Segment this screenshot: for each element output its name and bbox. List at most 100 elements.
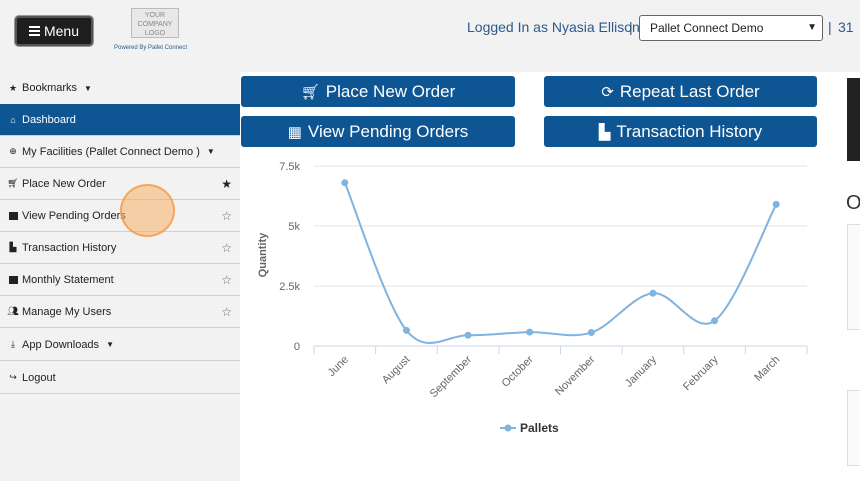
sidebar-item-label: Dashboard [22,113,76,126]
users-icon: 👥︎ [7,306,19,316]
sidebar-item-view-pending-orders[interactable]: View Pending Orders ☆ [0,200,240,232]
caret-down-icon: ▼ [84,83,92,93]
powered-by-text: Powered By Pallet Connect [114,45,188,51]
facility-select[interactable]: Pallet Connect Demo ▼ [639,15,823,41]
caret-down-icon: ▼ [106,340,114,349]
legend-label: Pallets [520,421,559,435]
data-point [587,329,595,337]
bookmark-star-icon[interactable]: ☆ [221,208,232,223]
repeat-last-order-button[interactable]: ⟳ Repeat Last Order [544,76,817,107]
view-pending-orders-label: View Pending Orders [307,121,469,141]
x-tick-label: September [428,353,475,400]
y-axis-ticks: 0 2.5k 5k 7.5k [279,161,300,353]
x-tick-label: January [623,353,660,390]
bookmark-star-icon[interactable]: ☆ [221,304,232,319]
table-icon: ▦ [287,123,302,141]
sidebar-item-label: Transaction History [22,241,117,254]
chart-legend[interactable]: Pallets [500,421,559,435]
legend-marker [504,424,512,432]
transaction-history-label: Transaction History [616,121,763,141]
bar-chart-icon: ▙ [9,242,17,252]
sidebar-item-label: Manage My Users [22,305,112,318]
hamburger-icon [28,24,40,38]
sidebar-item-label: Logout [22,371,56,384]
header-separator: | [629,19,633,35]
data-point [711,317,719,325]
place-new-order-button[interactable]: 🛒︎ Place New Order [241,76,515,107]
x-tick-label: February [681,353,721,393]
sidebar-item-label: My Facilities (Pallet Connect Demo ) [22,145,200,158]
globe-icon: ⊕ [9,146,17,156]
header-number: 31 [838,19,854,35]
pallets-line-chart: 0 2.5k 5k 7.5k June August September October No… [257,161,808,435]
sidebar-item-label: Monthly Statement [22,273,114,286]
top-header: Menu YOUR COMPANY LOGO Powered By Pallet… [0,0,860,72]
cart-icon: 🛒︎ [300,83,320,101]
data-point [341,179,349,187]
x-tick-label: March [752,354,782,384]
download-icon: ⤓ [11,339,15,349]
data-point [649,289,657,297]
header-separator-2: | [828,19,832,35]
x-axis-labels: June August September October November Januar… [326,353,783,400]
sidebar-item-my-facilities[interactable]: ⊕ My Facilities (Pallet Connect Demo ) ▼ [0,136,240,168]
logout-icon: ↪ [9,372,17,382]
bookmark-star-filled-icon[interactable]: ★ [221,176,232,191]
sidebar-item-bookmarks[interactable]: ★ Bookmarks ▼ [0,72,240,104]
place-new-order-label: Place New Order [325,81,456,101]
company-logo[interactable]: YOUR COMPANY LOGO [131,8,179,38]
right-dark-panel [847,78,860,161]
series-line-pallets [343,182,778,344]
data-point [464,331,472,339]
sidebar-item-app-downloads[interactable]: ⤓ App Downloads ▼ [0,329,240,361]
y-tick-label: 5k [288,221,300,233]
y-tick-label: 7.5k [279,161,300,173]
transaction-history-button[interactable]: ▙ Transaction History [544,116,817,147]
sidebar-item-label: View Pending Orders [22,209,126,222]
y-tick-label: 0 [294,341,300,353]
y-tick-label: 2.5k [279,281,300,293]
bar-chart-icon: ▙ [598,123,611,141]
view-pending-orders-button[interactable]: ▦ View Pending Orders [241,116,515,147]
right-partial-heading: O [846,192,860,214]
logged-in-user: Logged In as Nyasia Ellison [467,19,640,35]
sidebar-item-place-new-order[interactable]: 🛒︎ Place New Order ★ [0,168,240,200]
sidebar: ★ Bookmarks ▼ ⌂ Dashboard ⊕ My Facilitie… [0,72,240,481]
star-icon: ★ [8,82,18,93]
y-axis-label: Quantity [257,232,269,277]
home-icon: ⌂ [10,114,16,125]
sidebar-item-transaction-history[interactable]: ▙ Transaction History ☆ [0,232,240,264]
x-tick-label: June [326,354,351,379]
sidebar-item-label: App Downloads [22,338,100,351]
x-tick-label: August [380,354,413,387]
sidebar-item-label: Bookmarks [22,82,78,94]
sidebar-item-logout[interactable]: ↪ Logout [0,362,240,394]
facility-select-value: Pallet Connect Demo [650,21,764,35]
bookmark-star-icon[interactable]: ☆ [221,240,232,255]
x-axis [313,345,808,354]
refresh-icon: ⟳ [601,83,614,101]
menu-button-label: Menu [43,23,80,39]
chart-grid [314,165,807,347]
bookmark-star-icon[interactable]: ☆ [221,272,232,287]
series-points [341,179,780,339]
x-tick-label: October [500,353,536,389]
data-point [772,200,780,208]
cart-icon: 🛒︎ [7,178,19,188]
data-point [402,326,410,334]
logo-text: YOUR COMPANY LOGO [137,12,173,37]
table-icon [8,211,18,221]
x-tick-label: November [553,353,598,398]
caret-down-icon: ▼ [206,147,215,156]
chevron-down-icon: ▼ [807,22,817,33]
sidebar-item-label: Place New Order [22,177,106,190]
sidebar-item-monthly-statement[interactable]: Monthly Statement ☆ [0,264,240,296]
repeat-last-order-label: Repeat Last Order [619,81,760,101]
right-partial-card [847,224,860,330]
sidebar-item-dashboard[interactable]: ⌂ Dashboard [0,104,240,136]
data-point [526,328,534,336]
sidebar-item-manage-my-users[interactable]: 👥︎ Manage My Users ☆ [0,296,240,328]
menu-button[interactable]: Menu [15,16,93,46]
statement-icon [8,275,18,285]
